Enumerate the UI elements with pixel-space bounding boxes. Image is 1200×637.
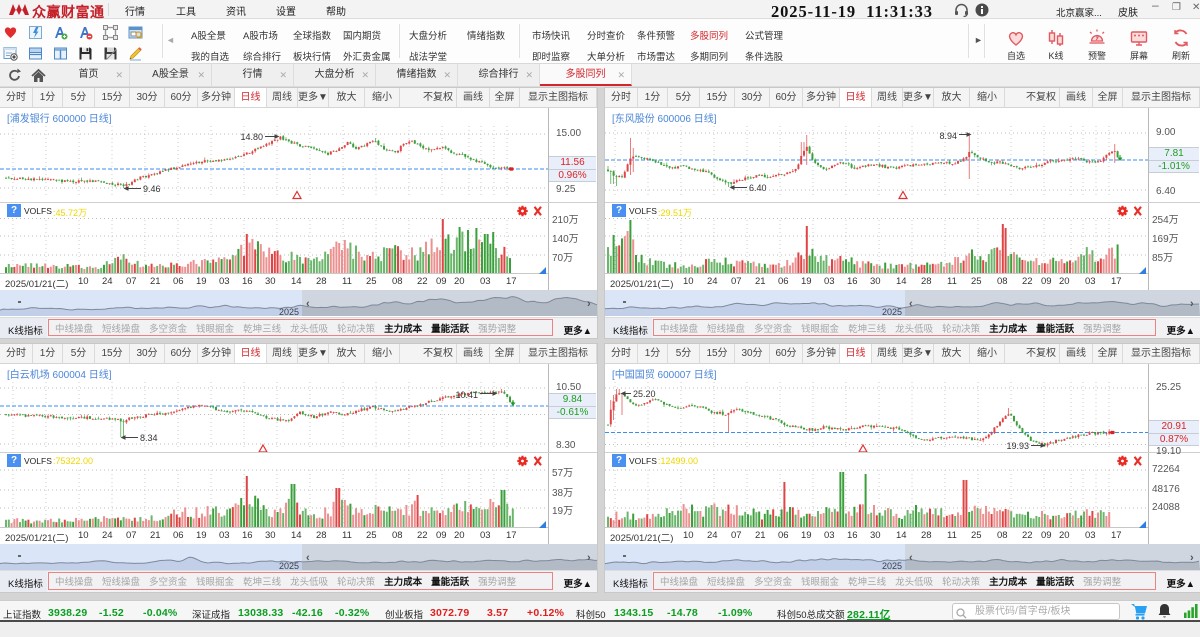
svg-text:‹: ‹ [909, 552, 913, 564]
svg-text:9.46: 9.46 [143, 184, 161, 194]
svg-text:›: › [1190, 298, 1194, 310]
svg-text:8.94: 8.94 [939, 131, 957, 141]
svg-text:8.34: 8.34 [140, 433, 158, 443]
svg-text:‹: ‹ [306, 298, 310, 310]
svg-text:2025: 2025 [882, 561, 902, 570]
svg-text:›: › [1190, 552, 1194, 564]
svg-text:‹: ‹ [306, 552, 310, 564]
svg-text:2025: 2025 [279, 561, 299, 570]
svg-text:19.93: 19.93 [1006, 441, 1029, 451]
svg-text:2025: 2025 [882, 307, 902, 316]
svg-text:›: › [587, 298, 591, 310]
svg-text:10.41: 10.41 [455, 390, 478, 400]
svg-text:14.80: 14.80 [240, 132, 263, 142]
svg-text:›: › [587, 552, 591, 564]
svg-text:25.20: 25.20 [633, 389, 656, 399]
svg-text:6.40: 6.40 [749, 183, 767, 193]
svg-text:2025: 2025 [279, 307, 299, 316]
svg-text:‹: ‹ [909, 298, 913, 310]
